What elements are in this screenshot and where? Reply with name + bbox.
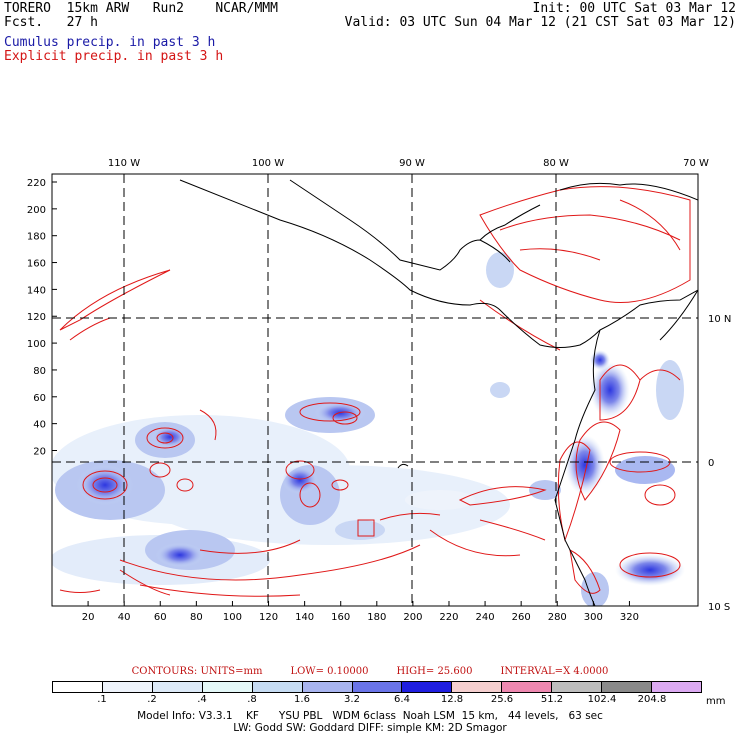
color-scale-level: 12.8	[440, 694, 464, 705]
x-tick-label: 100	[223, 612, 242, 623]
contour-info: CONTOURS: UNITS=mm LOW= 0.10000 HIGH= 25.6…	[0, 666, 740, 677]
header-right: Init: 00 UTC Sat 03 Mar 12 Valid: 03 UTC …	[345, 2, 736, 30]
x-tick-label: 300	[584, 612, 603, 623]
color-scale-swatch	[102, 682, 153, 692]
lat-lon-grid	[52, 174, 698, 606]
color-scale-swatch	[552, 682, 603, 692]
x-tick-label: 200	[403, 612, 422, 623]
explicit-precip-contours	[59, 186, 691, 597]
header-left: TORERO 15km ARW Run2 NCAR/MMM Fcst. 27 h	[4, 2, 278, 30]
color-scale-level: 25.6	[490, 694, 514, 705]
y-tick-label: 120	[27, 312, 46, 323]
model-title: TORERO 15km ARW Run2 NCAR/MMM	[4, 1, 278, 16]
color-scale-swatch	[53, 682, 103, 692]
color-scale-level: 6.4	[394, 694, 410, 705]
color-scale-level: .1	[97, 694, 107, 705]
y-axis: 220 200 180 160 140 120 100 80 60 40 20	[27, 178, 57, 457]
x-tick-label: 60	[154, 612, 167, 623]
latitude-labels: 10 N 0 10 S	[708, 314, 731, 613]
color-scale-level: 1.6	[294, 694, 310, 705]
lon-label: 80 W	[543, 158, 569, 169]
model-info: Model Info: V3.3.1 KF YSU PBL WDM 6class…	[0, 710, 740, 734]
lat-label: 10 S	[708, 602, 730, 613]
color-scale-level: .8	[247, 694, 257, 705]
model-info-line2: LW: Godd SW: Goddard DIFF: simple KM: 2D…	[233, 722, 507, 734]
forecast-hour: Fcst. 27 h	[4, 15, 98, 30]
contour-low: LOW= 0.10000	[290, 666, 369, 677]
map-plot-area	[52, 174, 698, 606]
lat-label: 0	[708, 458, 714, 469]
x-tick-label: 120	[259, 612, 278, 623]
lon-label: 70 W	[683, 158, 709, 169]
color-scale-swatch	[502, 682, 553, 692]
init-time: Init: 00 UTC Sat 03 Mar 12	[532, 1, 737, 16]
color-scale-level: 3.2	[344, 694, 360, 705]
explicit-legend-text: Explicit precip. in past 3 h	[4, 49, 224, 64]
contour-units: CONTOURS: UNITS=mm	[131, 666, 263, 677]
x-tick-label: 20	[82, 612, 95, 623]
y-tick-label: 220	[27, 178, 46, 189]
color-scale-ticks: .1 .2 .4 .8 1.6 3.2 6.4 12.8 25.6 51.2 102.4 204.8	[52, 694, 702, 706]
cumulus-legend-text: Cumulus precip. in past 3 h	[4, 35, 216, 50]
color-scale-swatch	[402, 682, 453, 692]
y-tick-label: 20	[33, 446, 46, 457]
cumulus-precip-field	[52, 252, 685, 606]
x-tick-label: 320	[620, 612, 639, 623]
color-scale-swatch	[352, 682, 403, 692]
color-scale-level: 51.2	[540, 694, 564, 705]
y-tick-label: 60	[33, 393, 46, 404]
coastlines	[179, 179, 698, 606]
color-scale-level: 204.8	[637, 694, 667, 705]
color-scale-swatch	[302, 682, 353, 692]
color-scale-level: .4	[197, 694, 207, 705]
color-scale-unit: mm	[706, 696, 726, 707]
longitude-labels: 110 W 100 W 90 W 80 W 70 W	[108, 158, 709, 169]
x-tick-label: 220	[439, 612, 458, 623]
y-tick-label: 100	[27, 339, 46, 350]
lat-label: 10 N	[708, 314, 731, 325]
y-tick-label: 160	[27, 259, 46, 270]
color-scale-swatch	[202, 682, 253, 692]
color-scale-swatch	[452, 682, 503, 692]
map-frame	[51, 173, 699, 607]
y-tick-label: 80	[33, 366, 46, 377]
y-tick-label: 40	[33, 420, 46, 431]
x-tick-label: 140	[295, 612, 314, 623]
x-tick-label: 240	[476, 612, 495, 623]
lon-label: 90 W	[399, 158, 425, 169]
x-tick-label: 160	[331, 612, 350, 623]
x-tick-label: 40	[118, 612, 131, 623]
x-axis: 20 40 60 80 100 120 140 160 180 200 220 240 260 280 30…	[82, 601, 639, 623]
y-tick-label: 200	[27, 205, 46, 216]
y-tick-label: 140	[27, 285, 46, 296]
lon-label: 100 W	[252, 158, 284, 169]
color-scale-bar	[52, 681, 702, 693]
x-tick-label: 180	[367, 612, 386, 623]
x-tick-label: 280	[548, 612, 567, 623]
color-scale-swatch	[652, 682, 701, 692]
color-scale-level: 102.4	[587, 694, 617, 705]
contour-interval: INTERVAL=X 4.0000	[500, 666, 609, 677]
model-info-line1: Model Info: V3.3.1 KF YSU PBL WDM 6class…	[137, 710, 603, 722]
color-scale-swatch	[152, 682, 203, 692]
contour-high: HIGH= 25.600	[396, 666, 473, 677]
lon-label: 110 W	[108, 158, 140, 169]
x-tick-label: 260	[512, 612, 531, 623]
x-tick-label: 80	[190, 612, 203, 623]
color-scale-level: .2	[147, 694, 157, 705]
color-scale-swatch	[602, 682, 653, 692]
color-scale-swatch	[252, 682, 303, 692]
y-tick-label: 180	[27, 232, 46, 243]
valid-time: Valid: 03 UTC Sun 04 Mar 12 (21 CST Sat …	[344, 15, 736, 30]
